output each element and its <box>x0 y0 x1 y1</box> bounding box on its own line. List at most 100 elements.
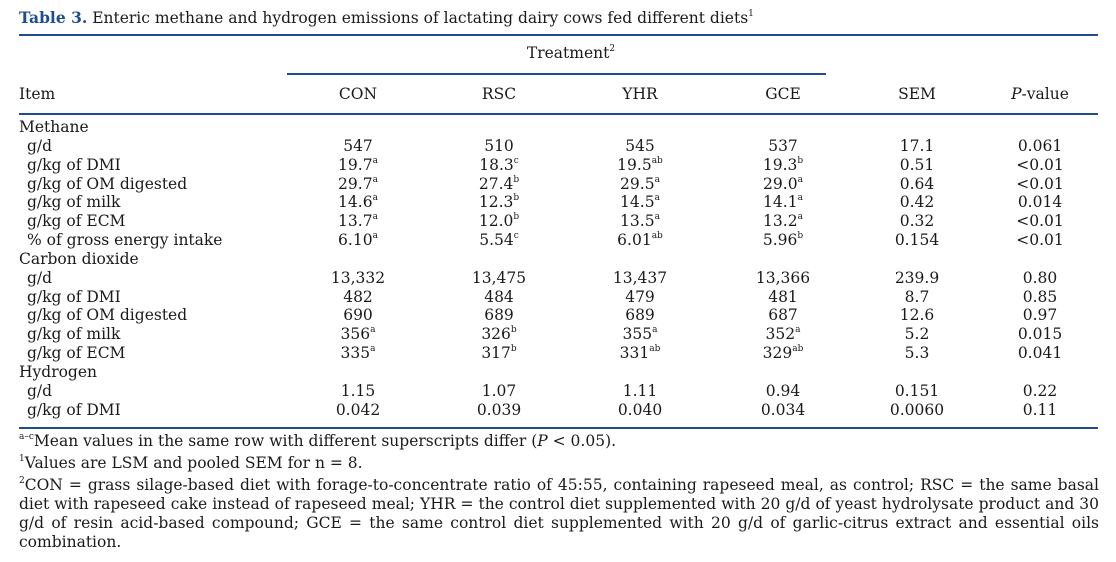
cell-value: 27.4 <box>478 174 514 193</box>
significance-superscript: a <box>370 325 376 336</box>
footnote-mark-ac: a–c <box>19 432 34 442</box>
cell-value: 690 <box>343 306 373 325</box>
cell-value: 19.3 <box>762 155 798 174</box>
significance-superscript: c <box>513 231 519 242</box>
cell-sem: 0.154 <box>877 231 957 250</box>
cell-value: 14.1 <box>763 193 798 212</box>
cell-yhr: 6.01ab <box>600 231 680 250</box>
significance-superscript: ab <box>792 344 804 355</box>
cell-value: 481 <box>768 287 798 306</box>
row-label: g/kg of milk <box>27 193 121 212</box>
cell-yhr: 13,437 <box>600 269 680 288</box>
cell-value: 687 <box>768 306 798 325</box>
cell-yhr: 14.5a <box>600 193 680 212</box>
cell-value: 19.5 <box>617 155 652 174</box>
significance-superscript: a <box>654 212 660 223</box>
cell-value: 6.10 <box>338 231 373 250</box>
significance-superscript: a <box>797 193 803 204</box>
cell-pvalue: 0.015 <box>1000 325 1080 344</box>
cell-sem: 12.6 <box>877 306 957 325</box>
significance-superscript: a <box>372 155 378 166</box>
cell-value: 5.2 <box>904 325 930 344</box>
cell-value: 689 <box>625 306 655 325</box>
cell-gce: 13,366 <box>743 269 823 288</box>
cell-pvalue: 0.97 <box>1000 306 1080 325</box>
cell-value: 356 <box>340 325 371 344</box>
row-label: g/d <box>27 381 53 400</box>
cell-yhr: 13.5a <box>600 212 680 231</box>
cell-yhr: 1.11 <box>600 382 680 401</box>
row-label: g/kg of DMI <box>27 155 121 174</box>
significance-superscript: a <box>797 212 803 223</box>
cell-gce: 0.034 <box>743 401 823 420</box>
cell-value: 0.85 <box>1022 287 1058 306</box>
cell-rsc: 27.4b <box>459 175 539 194</box>
cell-value: 13,475 <box>471 268 527 287</box>
cell-value: 12.3 <box>478 193 514 212</box>
significance-superscript: c <box>513 155 519 166</box>
cell-gce: 329ab <box>743 344 823 363</box>
treatment-span-rule <box>287 73 826 75</box>
cell-value: 537 <box>768 136 798 155</box>
significance-superscript: b <box>797 231 804 242</box>
treatment-header: Treatment2 <box>287 44 855 62</box>
cell-yhr: 0.040 <box>600 401 680 420</box>
cell-sem: 0.32 <box>877 212 957 231</box>
cell-pvalue: 0.80 <box>1000 269 1080 288</box>
cell-con: 14.6a <box>318 193 398 212</box>
cell-pvalue: 0.061 <box>1000 137 1080 156</box>
cell-rsc: 12.3b <box>459 193 539 212</box>
cell-gce: 29.0a <box>743 175 823 194</box>
table-row: g/kg of OM digested 690 689 689 687 12.6 0.97 <box>0 306 1116 325</box>
row-label: g/kg of DMI <box>27 287 121 306</box>
table-row: % of gross energy intake 6.10a 5.54c 6.01ab… <box>0 231 1116 250</box>
footnote-mark-1: 1 <box>19 454 25 464</box>
significance-superscript: ab <box>649 344 661 355</box>
cell-rsc: 326b <box>459 325 539 344</box>
cell-yhr: 689 <box>600 306 680 325</box>
cell-value: 355 <box>622 325 653 344</box>
cell-sem: 239.9 <box>877 269 957 288</box>
header-rsc: RSC <box>481 85 517 103</box>
footnote-1-text: Values are LSM and pooled SEM for n = 8. <box>24 454 363 472</box>
cell-value: 239.9 <box>894 268 940 287</box>
cell-sem: 0.0060 <box>877 401 957 420</box>
row-label: % of gross energy intake <box>27 231 223 250</box>
cell-con: 335a <box>318 344 398 363</box>
cell-value: 0.42 <box>899 193 935 212</box>
cell-value: 0.039 <box>476 400 522 419</box>
cell-value: 0.061 <box>1017 136 1063 155</box>
cell-value: 18.3 <box>479 155 514 174</box>
significance-superscript: a <box>372 231 378 242</box>
cell-rsc: 5.54c <box>459 231 539 250</box>
cell-value: 5.3 <box>904 344 930 363</box>
table-title: Enteric methane and hydrogen emissions o… <box>92 9 749 27</box>
cell-value: 29.7 <box>338 174 373 193</box>
cell-value: 0.80 <box>1022 268 1058 287</box>
bottom-rule <box>19 427 1098 429</box>
cell-rsc: 13,475 <box>459 269 539 288</box>
header-rule <box>19 113 1098 115</box>
cell-value: 17.1 <box>899 136 935 155</box>
row-label: g/kg of ECM <box>27 344 126 363</box>
significance-superscript: a <box>372 212 378 223</box>
cell-value: 331 <box>619 344 650 363</box>
significance-superscript: b <box>513 174 520 185</box>
cell-gce: 13.2a <box>743 212 823 231</box>
cell-rsc: 689 <box>459 306 539 325</box>
cell-rsc: 18.3c <box>459 156 539 175</box>
significance-superscript: b <box>510 325 517 336</box>
cell-yhr: 19.5ab <box>600 156 680 175</box>
cell-pvalue: 0.22 <box>1000 382 1080 401</box>
treatment-footnote-mark: 2 <box>609 44 616 54</box>
cell-value: 0.32 <box>899 212 935 231</box>
header-yhr: YHR <box>622 85 658 103</box>
group-label: Carbon dioxide <box>19 249 139 268</box>
cell-value: 1.15 <box>340 381 376 400</box>
cell-con: 1.15 <box>318 382 398 401</box>
table-group-row: Carbon dioxide <box>0 250 1116 269</box>
header-item: Item <box>19 85 56 103</box>
cell-value: 13.5 <box>620 212 655 231</box>
table-row: g/kg of DMI 19.7a 18.3c 19.5ab 19.3b 0.51 <0.0… <box>0 156 1116 175</box>
cell-value: <0.01 <box>1016 174 1064 193</box>
